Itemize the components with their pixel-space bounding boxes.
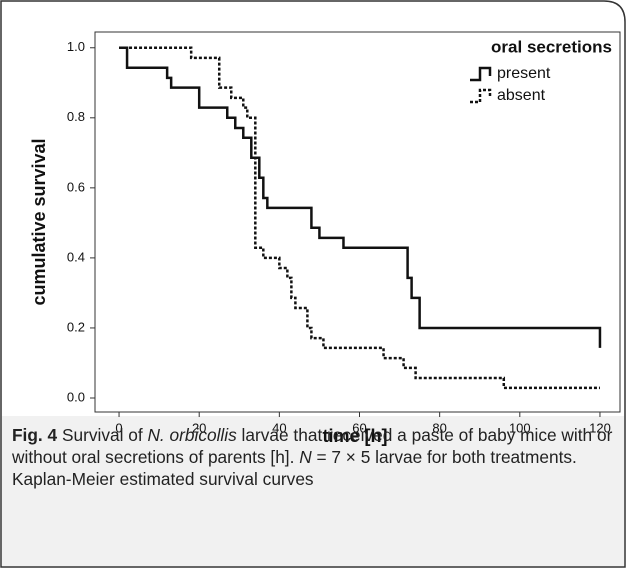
legend-title: oral secretions — [491, 37, 612, 56]
survival-curve — [119, 46, 602, 348]
x-tick-label: 60 — [352, 420, 366, 435]
y-tick-label: 0.0 — [67, 389, 85, 404]
x-tick-label: 120 — [589, 420, 611, 435]
y-axis-title: cumulative survival — [29, 138, 49, 305]
y-tick-label: 0.4 — [67, 249, 85, 264]
caption-text: Survival of — [61, 425, 148, 445]
caption-text: = 7 × 5 larvae for both treatments. Kapl… — [12, 447, 577, 489]
caption-background — [2, 416, 624, 566]
plot-frame — [94, 31, 621, 413]
y-tick-label: 1.0 — [67, 39, 85, 54]
legend-swatch — [470, 88, 492, 104]
y-tick-label: 0.2 — [67, 319, 85, 334]
x-tick-label: 0 — [115, 420, 122, 435]
caption-label: Fig. 4 — [12, 425, 58, 445]
y-tick-label: 0.8 — [67, 109, 85, 124]
legend-label: present — [497, 65, 551, 82]
x-tick-label: 80 — [432, 420, 446, 435]
y-tick-label: 0.6 — [67, 179, 85, 194]
caption: Fig. 4 Survival of N. orbicollis larvae … — [12, 424, 618, 490]
caption-text: N — [299, 447, 312, 467]
x-tick-label: 40 — [272, 420, 286, 435]
legend-swatch — [470, 66, 492, 82]
caption-text: larvae that received a paste of baby mic… — [12, 425, 613, 467]
survival-curve — [119, 46, 600, 390]
caption-text: N. orbicollis — [147, 425, 237, 445]
x-tick-label: 20 — [192, 420, 206, 435]
legend-label: absent — [497, 87, 546, 104]
x-tick-label: 100 — [509, 420, 531, 435]
x-axis-title: time [h] — [323, 426, 388, 446]
